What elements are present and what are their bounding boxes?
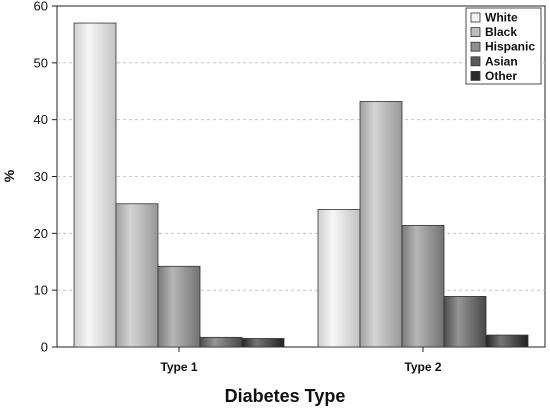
bar-white-type-2 [317,209,361,348]
y-tick-label: 30 [34,169,48,184]
y-tick-label: 10 [34,283,48,298]
legend-label-black: Black [485,25,517,39]
legend-label-other: Other [485,69,517,83]
bar-asian-type-1 [199,336,243,348]
legend-swatch-white [470,12,481,23]
y-tick-label: 20 [34,226,48,241]
bar-asian-type-2 [443,296,487,348]
x-ticks: Type 1 Type 2 [160,347,442,374]
x-axis-title: Diabetes Type [225,386,346,406]
legend-label-white: White [485,11,518,25]
legend-label-asian: Asian [485,54,518,68]
y-axis-title: % [1,169,17,182]
bar-other-type-1 [241,338,285,348]
bar-white-type-1 [73,22,117,348]
x-tick-label: Type 2 [404,360,441,374]
bar-black-type-2 [359,101,403,348]
y-ticks: 0 10 20 30 40 50 60 [34,0,57,355]
y-tick-label: 60 [34,0,48,14]
legend-swatch-hispanic [470,41,481,52]
bar-other-type-2 [485,334,529,348]
y-tick-label: 50 [34,55,48,70]
legend-label-hispanic: Hispanic [485,40,535,54]
y-tick-label: 0 [41,340,48,355]
legend-swatch-black [470,27,481,38]
legend-swatch-other [470,71,481,81]
legend-swatch-asian [470,56,481,67]
bar-hispanic-type-1 [157,265,201,348]
bars [73,22,529,348]
bar-hispanic-type-2 [401,224,445,348]
y-tick-label: 40 [34,112,48,127]
bar-black-type-1 [115,203,159,348]
x-tick-label: Type 1 [160,360,197,374]
